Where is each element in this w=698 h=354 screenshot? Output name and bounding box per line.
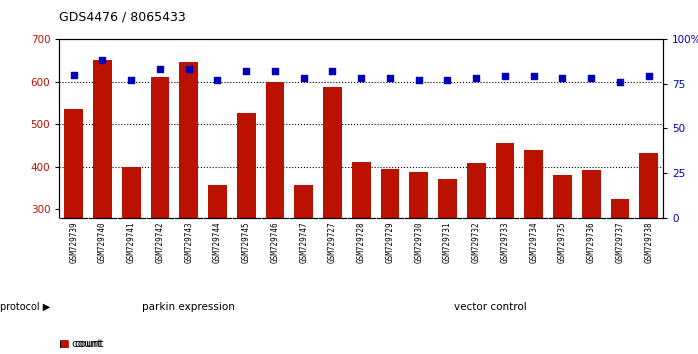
- Bar: [524, 150, 543, 337]
- Text: GSM729740: GSM729740: [98, 221, 107, 263]
- Point: [355, 75, 367, 81]
- Point: [241, 68, 252, 74]
- Text: protocol ▶: protocol ▶: [0, 302, 50, 312]
- Point: [154, 67, 165, 72]
- Point: [643, 74, 654, 79]
- Bar: [266, 82, 284, 337]
- Bar: [295, 185, 313, 337]
- Text: GSM729731: GSM729731: [443, 221, 452, 263]
- Point: [327, 68, 338, 74]
- Point: [499, 74, 510, 79]
- Bar: [352, 162, 371, 337]
- Point: [385, 75, 396, 81]
- Bar: [208, 184, 227, 337]
- Point: [212, 77, 223, 83]
- Bar: [179, 62, 198, 337]
- Text: GSM729741: GSM729741: [127, 221, 135, 263]
- Bar: [467, 163, 486, 337]
- Text: GSM729737: GSM729737: [616, 221, 625, 263]
- Text: GDS4476 / 8065433: GDS4476 / 8065433: [59, 11, 186, 24]
- Bar: [582, 170, 600, 337]
- Point: [442, 77, 453, 83]
- Bar: [409, 172, 428, 337]
- Bar: [611, 199, 630, 337]
- Text: GSM729746: GSM729746: [270, 221, 279, 263]
- Bar: [496, 143, 514, 337]
- Point: [183, 67, 194, 72]
- Text: count: count: [75, 339, 104, 349]
- Bar: [553, 175, 572, 337]
- Bar: [122, 167, 140, 337]
- Text: GSM729727: GSM729727: [328, 221, 337, 263]
- Point: [557, 75, 568, 81]
- Text: GSM729747: GSM729747: [299, 221, 309, 263]
- Bar: [380, 169, 399, 337]
- Text: GSM729728: GSM729728: [357, 221, 366, 263]
- Bar: [438, 178, 456, 337]
- Bar: [151, 77, 170, 337]
- Text: parkin expression: parkin expression: [142, 302, 235, 312]
- Point: [269, 68, 281, 74]
- Text: GSM729742: GSM729742: [156, 221, 165, 263]
- Text: ■ count: ■ count: [59, 339, 102, 349]
- Point: [97, 58, 108, 63]
- Text: GSM729738: GSM729738: [644, 221, 653, 263]
- Bar: [93, 60, 112, 337]
- Text: GSM729739: GSM729739: [69, 221, 78, 263]
- Text: GSM729733: GSM729733: [500, 221, 510, 263]
- Text: GSM729732: GSM729732: [472, 221, 481, 263]
- Bar: [64, 109, 83, 337]
- Text: GSM729745: GSM729745: [242, 221, 251, 263]
- Point: [68, 72, 80, 78]
- Text: GSM729736: GSM729736: [587, 221, 595, 263]
- Text: GSM729730: GSM729730: [414, 221, 423, 263]
- Bar: [323, 87, 342, 337]
- Text: GSM729729: GSM729729: [385, 221, 394, 263]
- Text: GSM729735: GSM729735: [558, 221, 567, 263]
- Point: [470, 75, 482, 81]
- Bar: [237, 113, 255, 337]
- Text: ■: ■: [59, 339, 69, 349]
- Point: [413, 77, 424, 83]
- Bar: [639, 153, 658, 337]
- Point: [614, 79, 625, 85]
- Text: GSM729734: GSM729734: [529, 221, 538, 263]
- Text: vector control: vector control: [454, 302, 527, 312]
- Text: GSM729743: GSM729743: [184, 221, 193, 263]
- Point: [528, 74, 540, 79]
- Point: [586, 75, 597, 81]
- Point: [298, 75, 309, 81]
- Text: GSM729744: GSM729744: [213, 221, 222, 263]
- Point: [126, 77, 137, 83]
